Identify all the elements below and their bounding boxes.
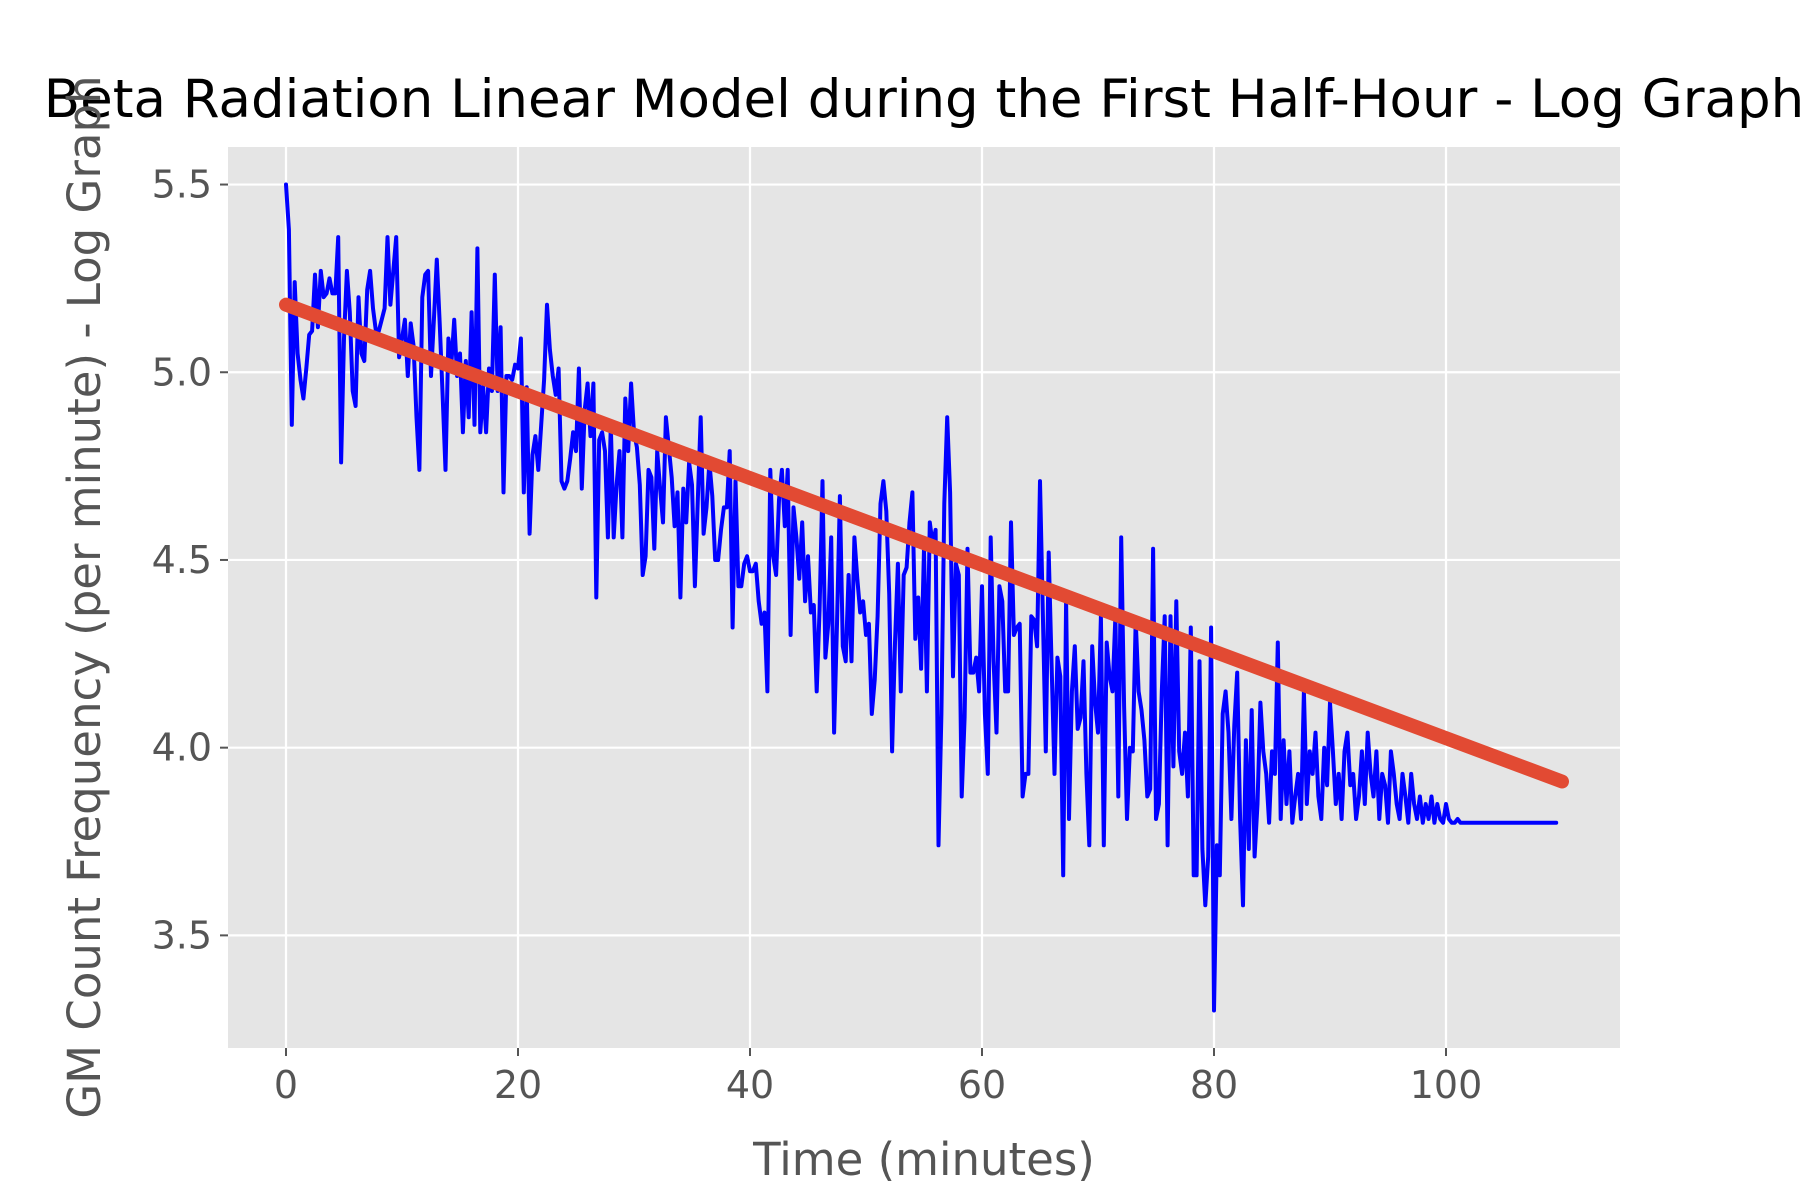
x-tick-label: 60 [958, 1063, 1006, 1107]
x-tick-label: 80 [1190, 1063, 1238, 1107]
x-tick-label: 40 [726, 1063, 774, 1107]
chart-title: Beta Radiation Linear Model during the F… [44, 69, 1800, 130]
x-tick-label: 100 [1410, 1063, 1483, 1107]
x-axis-label: Time (minutes) [752, 1133, 1095, 1186]
y-axis-label: GM Count Frequency (per minute) - Log Gr… [58, 75, 111, 1118]
y-tick-label: 5.5 [152, 163, 212, 207]
fit-line [279, 297, 1569, 789]
x-tick-labels: 0 20 40 60 80 100 [274, 1063, 1482, 1107]
y-tick-label: 3.5 [152, 913, 212, 957]
x-tick-label: 0 [274, 1063, 298, 1107]
series-layer [279, 182, 1569, 1013]
y-tick-label: 5.0 [152, 350, 212, 394]
y-tick-labels: 3.5 4.0 4.5 5.0 5.5 [152, 163, 212, 958]
y-tick-label: 4.0 [152, 726, 212, 770]
x-tick-label: 20 [494, 1063, 542, 1107]
y-tick-label: 4.5 [152, 538, 212, 582]
grid [220, 147, 1620, 1056]
